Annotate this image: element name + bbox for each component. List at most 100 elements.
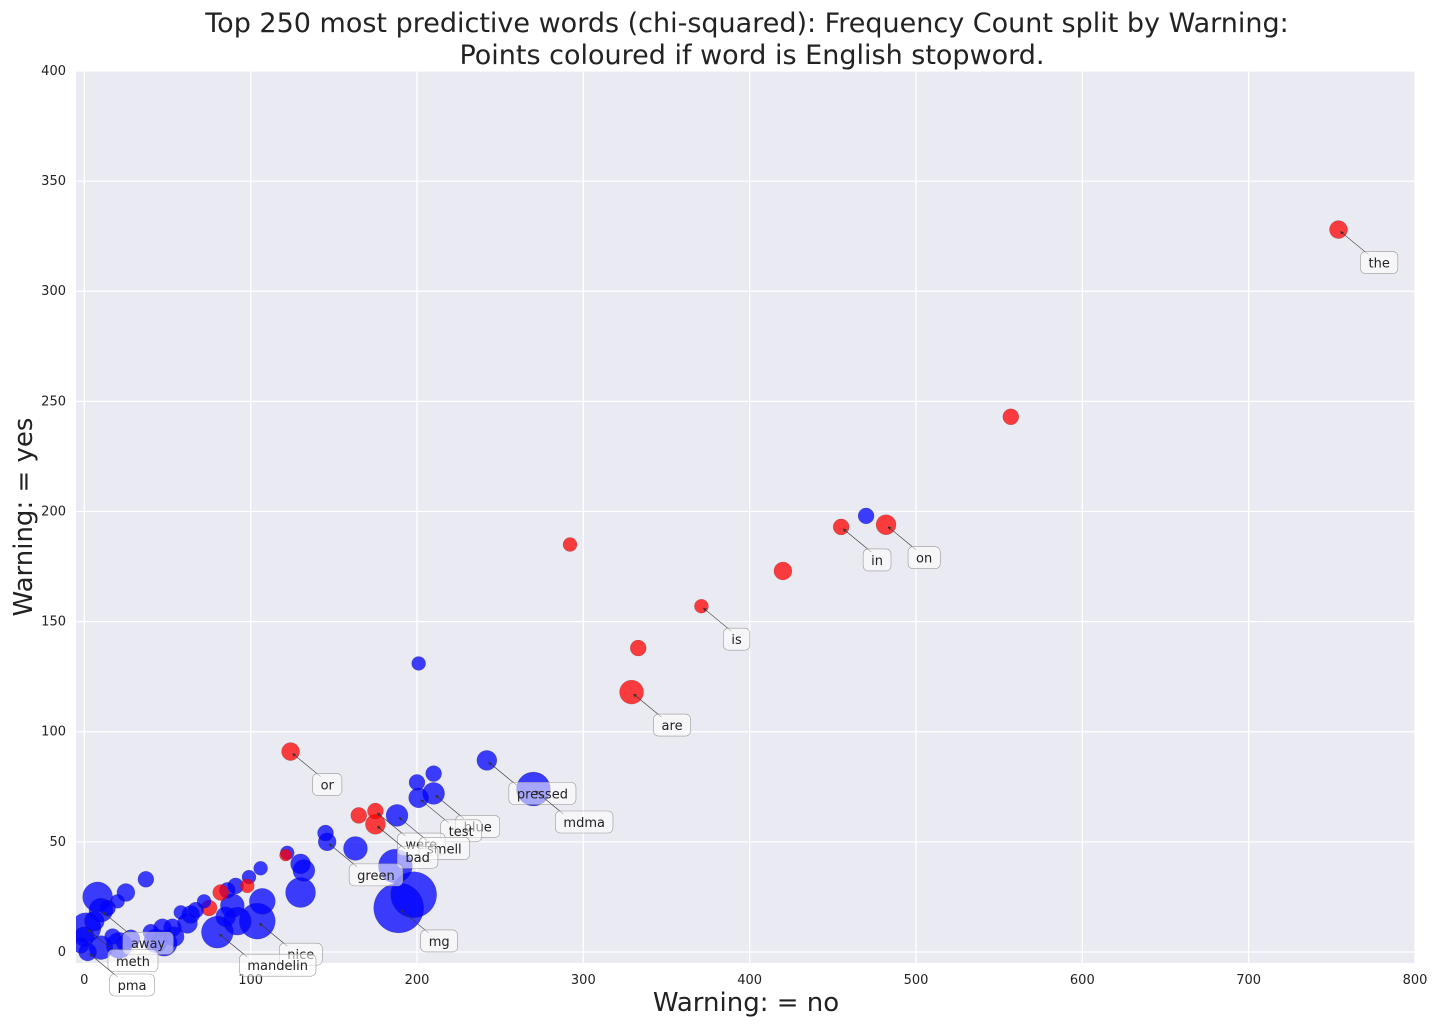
annotation-box <box>312 773 343 796</box>
grid-lines <box>76 70 1416 963</box>
annotation-arrow <box>292 753 321 777</box>
y-tick-label: 50 <box>49 835 66 850</box>
word-point <box>425 765 442 782</box>
annotation-label: mdma <box>563 816 605 831</box>
annotation-arrow <box>1340 231 1369 255</box>
stopword-point <box>832 518 850 536</box>
annotation-box <box>862 548 892 572</box>
word-point <box>476 750 498 771</box>
stopword-point <box>367 802 384 820</box>
annotation-are: are <box>633 693 691 737</box>
annotation-or: or <box>292 753 343 796</box>
annotation-box <box>397 845 439 869</box>
word-point <box>385 804 409 827</box>
word-point <box>285 877 316 908</box>
annotation-box <box>1360 251 1399 274</box>
annotation-arrow <box>258 922 288 947</box>
annotation-green: green <box>328 843 404 887</box>
stopword-point <box>212 884 229 901</box>
annotation-label: test <box>449 825 474 840</box>
stopword-point <box>1329 220 1348 239</box>
annotation-is: is <box>702 607 751 651</box>
annotation-box <box>723 627 751 651</box>
annotation-arrow <box>102 911 132 936</box>
y-tick-labels: 0 50 100 150 200 250 300 350 400 <box>41 64 66 960</box>
word-point <box>196 894 212 909</box>
annotation-arrow <box>400 909 429 934</box>
annotation-label: the <box>1368 257 1389 272</box>
annotation-pressed: pressed <box>488 761 577 805</box>
plot-area <box>76 71 1415 963</box>
stopword-point <box>240 878 255 894</box>
y-tick-label: 150 <box>41 615 66 630</box>
x-tick-label: 300 <box>571 973 596 988</box>
word-point <box>84 910 105 932</box>
annotation-arrow <box>534 790 564 815</box>
word-point <box>173 905 189 920</box>
chart-subtitle: Points coloured if word is English stopw… <box>459 40 1044 71</box>
y-tick-label: 100 <box>41 725 66 740</box>
stopword-point <box>629 639 647 657</box>
annotation-arrow <box>376 825 406 850</box>
x-tick-label: 400 <box>737 973 762 988</box>
annotation-box <box>107 949 159 973</box>
x-tick-label: 100 <box>238 973 263 988</box>
annotation-arrow <box>420 799 449 824</box>
x-tick-label: 0 <box>80 973 88 988</box>
annotation-mdma: mdma <box>534 790 614 834</box>
stopword-point <box>562 537 578 552</box>
annotation-box <box>508 782 577 805</box>
stopword-point <box>281 742 300 761</box>
annotation-meth: meth <box>87 929 159 973</box>
annotation-label: bad <box>405 851 429 866</box>
annotation-box <box>348 863 404 887</box>
y-tick-label: 0 <box>58 945 66 960</box>
word-point <box>343 836 368 861</box>
word-point <box>215 906 236 927</box>
y-axis-label: Warning: = yes <box>9 418 39 617</box>
word-point <box>408 787 429 809</box>
x-tick-label: 600 <box>1070 973 1095 988</box>
word-point <box>411 656 426 671</box>
annotation-label: mandelin <box>247 959 308 974</box>
x-tick-label: 200 <box>405 973 430 988</box>
annotation-arrow <box>89 953 118 978</box>
data-points <box>76 220 1348 962</box>
annotation-arrow <box>702 607 732 632</box>
x-tick-label: 800 <box>1403 973 1428 988</box>
x-axis-label: Warning: = no <box>653 988 839 1018</box>
annotation-arrow <box>218 933 248 958</box>
y-tick-label: 350 <box>41 174 66 189</box>
word-point <box>110 894 125 909</box>
annotation-arrow <box>488 761 518 786</box>
y-tick-label: 200 <box>41 504 66 519</box>
stopword-point <box>350 807 368 824</box>
annotation-label: is <box>731 633 742 648</box>
annotation-label: meth <box>116 955 150 970</box>
annotation-arrow <box>435 795 464 819</box>
annotation-arrow <box>87 929 117 953</box>
annotation-on: on <box>887 526 941 570</box>
annotation-arrow <box>842 528 872 553</box>
annotation-arrow <box>376 812 406 837</box>
annotation-label: mg <box>429 935 450 950</box>
y-tick-label: 250 <box>41 394 66 409</box>
word-point <box>857 507 875 525</box>
annotation-box <box>907 546 941 570</box>
annotation-arrow <box>328 843 358 868</box>
word-point <box>76 937 90 954</box>
annotation-arrow <box>887 526 917 550</box>
annotation-label: pma <box>118 979 147 994</box>
annotation-the: the <box>1340 231 1399 274</box>
annotation-bad: bad <box>376 825 439 869</box>
annotation-box <box>239 953 317 977</box>
word-point <box>317 824 334 842</box>
stopword-point <box>619 679 644 705</box>
x-tick-label: 500 <box>904 973 929 988</box>
annotation-box <box>555 810 614 834</box>
annotation-box <box>420 929 458 953</box>
annotation-mg: mg <box>400 909 458 953</box>
word-point <box>408 774 426 791</box>
annotation-label: green <box>357 869 395 884</box>
annotation-pma: pma <box>89 953 155 997</box>
